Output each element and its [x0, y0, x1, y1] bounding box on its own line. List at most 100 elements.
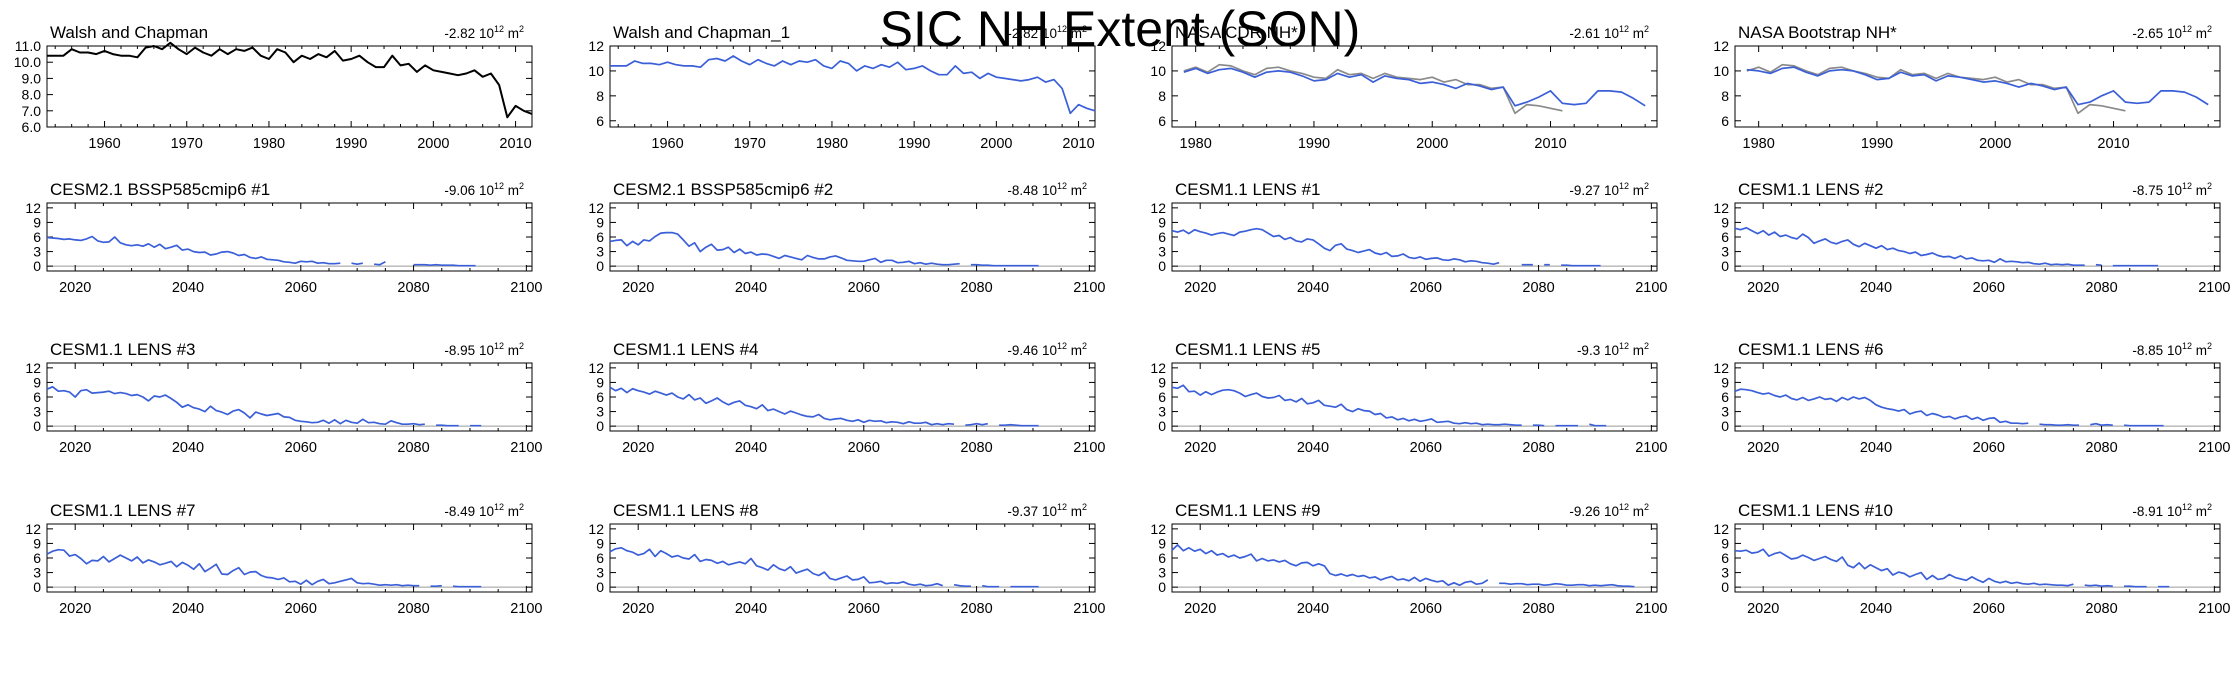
y-tick-label: 6 [1721, 389, 1729, 405]
y-tick-label: 12 [25, 360, 41, 376]
y-tick-label: 9 [1721, 535, 1729, 551]
y-tick-label: 3 [596, 565, 604, 581]
x-tick-label: 2080 [960, 601, 992, 617]
y-tick-label: 12 [1713, 360, 1729, 376]
x-tick-label: 1960 [651, 136, 683, 152]
panel-title: CESM1.1 LENS #1 [1175, 180, 1321, 199]
trend-label: -2.61 1012 m2 [1569, 24, 1649, 41]
panel-title: NASA CDR NH* [1175, 23, 1298, 42]
x-tick-label: 2020 [1747, 280, 1779, 296]
x-tick-label: 2020 [1184, 280, 1216, 296]
x-tick-label: 2080 [1522, 601, 1554, 617]
x-tick-label: 2080 [1522, 440, 1554, 456]
y-tick-label: 8 [1158, 88, 1166, 104]
y-tick-label: 10 [1150, 63, 1166, 79]
y-tick-label: 6 [1158, 389, 1166, 405]
y-tick-label: 6 [596, 550, 604, 566]
y-tick-label: 3 [1721, 404, 1729, 420]
y-tick-label: 3 [1158, 404, 1166, 420]
x-tick-label: 2040 [735, 280, 767, 296]
plot-frame [1171, 523, 1658, 593]
chart-panel: Walsh and Chapman -2.82 1012 m2 1960 1970 19… [14, 23, 533, 152]
x-tick-label: 2060 [1410, 601, 1442, 617]
trend-label: -9.46 1012 m2 [1007, 341, 1087, 358]
y-tick-label: 8.0 [22, 87, 42, 103]
series-line [1171, 544, 1635, 588]
trend-label: -9.37 1012 m2 [1007, 502, 1087, 519]
series-line [609, 231, 1039, 267]
y-tick-label: 12 [1150, 521, 1166, 537]
x-tick-label: 2060 [1410, 440, 1442, 456]
trend-label: -8.91 1012 m2 [2132, 502, 2212, 519]
x-tick-label: 1970 [734, 136, 766, 152]
y-tick-label: 8 [1721, 88, 1729, 104]
y-tick-label: 12 [588, 360, 604, 376]
chart-panel: Walsh and Chapman_1 -2.82 1012 m2 1960 1970… [588, 23, 1096, 152]
chart-panel: CESM1.1 LENS #6 -8.85 1012 m2 2020 2040 2060… [1713, 340, 2230, 456]
panel-title: CESM1.1 LENS #10 [1738, 501, 1893, 520]
x-tick-label: 1990 [898, 136, 930, 152]
series-line [47, 41, 533, 119]
series-line [46, 235, 476, 267]
x-tick-label: 1970 [171, 136, 203, 152]
x-tick-label: 2040 [1860, 601, 1892, 617]
x-tick-label: 2080 [2085, 601, 2117, 617]
y-tick-label: 0 [1158, 258, 1166, 274]
y-tick-label: 6 [596, 113, 604, 129]
x-tick-label: 2010 [499, 136, 531, 152]
x-tick-label: 2020 [59, 280, 91, 296]
panel-title: CESM1.1 LENS #6 [1738, 340, 1884, 359]
trend-label: -2.82 1012 m2 [444, 24, 524, 41]
series-line [1734, 388, 2164, 427]
panel-title: CESM1.1 LENS #2 [1738, 180, 1884, 199]
plot-frame [1171, 45, 1658, 128]
y-tick-label: 9 [33, 374, 41, 390]
x-tick-label: 2020 [59, 440, 91, 456]
series-line [1171, 227, 1601, 267]
x-tick-label: 2020 [1184, 601, 1216, 617]
plot-frame [1734, 45, 2221, 128]
plot-frame [46, 45, 533, 128]
x-tick-label: 2020 [1747, 601, 1779, 617]
y-tick-label: 3 [1721, 244, 1729, 260]
y-tick-label: 0 [33, 579, 41, 595]
x-tick-label: 2100 [1073, 440, 1105, 456]
chart-panel: CESM1.1 LENS #9 -9.26 1012 m2 2020 2040 2060… [1150, 501, 1667, 617]
plot-frame [46, 362, 533, 432]
panel-title: CESM1.1 LENS #8 [613, 501, 759, 520]
x-tick-label: 2100 [510, 280, 542, 296]
y-tick-label: 9 [596, 214, 604, 230]
x-tick-label: 2020 [1747, 440, 1779, 456]
trend-label: -8.49 1012 m2 [444, 502, 524, 519]
y-tick-label: 12 [25, 521, 41, 537]
x-tick-label: 2020 [1184, 440, 1216, 456]
y-tick-label: 12 [1713, 38, 1729, 54]
x-tick-label: 2040 [1860, 280, 1892, 296]
y-tick-label: 3 [33, 244, 41, 260]
panel-title: Walsh and Chapman_1 [613, 23, 790, 42]
y-tick-label: 0 [1158, 418, 1166, 434]
y-tick-label: 6 [1721, 550, 1729, 566]
x-tick-label: 2040 [1297, 280, 1329, 296]
series-line [1171, 384, 1607, 427]
x-tick-label: 2100 [2198, 440, 2230, 456]
y-tick-label: 0 [1721, 418, 1729, 434]
y-tick-label: 9 [33, 214, 41, 230]
x-tick-label: 1960 [88, 136, 120, 152]
y-tick-label: 9 [1158, 535, 1166, 551]
y-tick-label: 6 [33, 229, 41, 245]
panel-title: CESM2.1 BSSP585cmip6 #1 [50, 180, 270, 199]
y-tick-label: 0 [596, 418, 604, 434]
panel-title: CESM1.1 LENS #9 [1175, 501, 1321, 520]
y-tick-label: 6 [596, 389, 604, 405]
x-tick-label: 2040 [172, 601, 204, 617]
chart-panel: CESM1.1 LENS #3 -8.95 1012 m2 2020 2040 2060… [25, 340, 542, 456]
x-tick-label: 2100 [2198, 280, 2230, 296]
trend-label: -2.65 1012 m2 [2132, 24, 2212, 41]
chart-panel: CESM2.1 BSSP585cmip6 #1 -9.06 1012 m2 2020… [25, 180, 542, 296]
x-tick-label: 2020 [622, 440, 654, 456]
x-tick-label: 2040 [1297, 601, 1329, 617]
x-tick-label: 2080 [1522, 280, 1554, 296]
panel-title: NASA Bootstrap NH* [1738, 23, 1897, 42]
